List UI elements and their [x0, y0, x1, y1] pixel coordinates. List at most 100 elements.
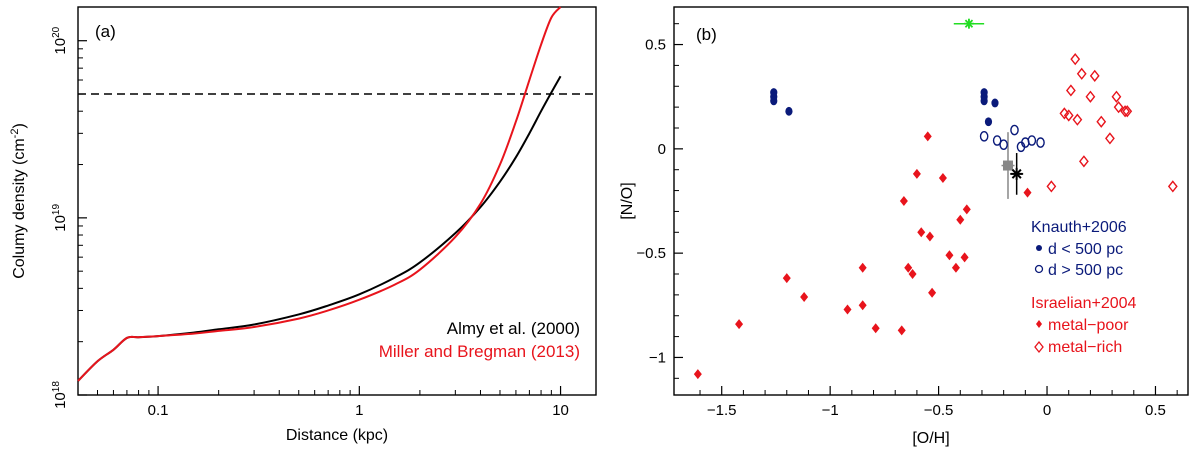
point-metal-rich [1070, 53, 1081, 66]
gray-square-marker [1002, 160, 1013, 171]
x-tick-label: 10 [552, 402, 569, 419]
panel-b-x-axis-title: [O/H] [912, 430, 949, 447]
point-metal-rich [1111, 90, 1122, 103]
point-metal-poor [782, 273, 791, 284]
legend-marker-filled-diamond [1036, 320, 1042, 328]
gray-square-point [1001, 132, 1015, 199]
panel-b-data-points [693, 53, 1178, 380]
point-metal-rich [1122, 105, 1133, 118]
panel-b-axes: −1.5 −1 −0.5 0 0.5 −1 −0.5 0 0.5 [636, 23, 1178, 419]
x-tick-label: 0.5 [1145, 402, 1166, 419]
point-metal-rich [1076, 67, 1087, 80]
panel-a-x-axis-title: Distance (kpc) [286, 427, 388, 444]
point-d-500-pc [1010, 124, 1019, 136]
y-tick-label: −0.5 [636, 245, 666, 262]
point-metal-poor [899, 196, 908, 206]
point-d-500-pc [984, 117, 993, 127]
point-metal-rich [1096, 115, 1107, 128]
y-tick-exponent: 18 [51, 381, 62, 393]
y-tick-label: 1018 [51, 381, 69, 409]
point-metal-poor [858, 300, 867, 311]
point-metal-poor [693, 369, 702, 380]
panel-b-no-vs-oh-scatter: (b) −1.5 −1 −0.5 0 0.5 −1 −0.5 0 0.5 Knauth+2006… [619, 6, 1189, 447]
point-metal-poor [960, 252, 969, 263]
point-metal-poor [897, 325, 906, 336]
black-star-point [1010, 153, 1024, 195]
y-tick-base: 10 [52, 38, 69, 55]
point-metal-rich [1105, 132, 1115, 145]
green-cross-ray [964, 19, 974, 28]
y-title-sup: -2 [9, 129, 21, 139]
y-tick-label: 0 [658, 141, 666, 158]
legend-title-knauth: Knauth+2006 [1031, 219, 1127, 236]
point-d-500-pc [1036, 137, 1045, 148]
panel-b-frame [673, 6, 1189, 396]
x-tick-label: −0.5 [924, 402, 954, 419]
point-d-500-pc [979, 131, 989, 142]
y-tick-label: 1020 [51, 26, 69, 54]
series-miller-bregman-2013-line [77, 6, 562, 382]
panel-b-legend: Knauth+2006 d < 500 pc d > 500 pc Israel… [1031, 219, 1137, 356]
panel-b-special-points [953, 18, 1024, 199]
legend-entry-d-lt-500: d < 500 pc [1048, 241, 1123, 258]
black-star-ray [1011, 168, 1022, 179]
point-metal-poor [923, 131, 932, 142]
point-d-500-pc [770, 96, 778, 106]
panel-b-y-axis-title: [N/O] [619, 182, 636, 219]
point-metal-rich [1072, 113, 1083, 126]
point-metal-rich [1167, 180, 1178, 193]
point-metal-poor [800, 291, 809, 302]
point-metal-rich [1085, 90, 1096, 103]
x-tick-label: 0 [1043, 402, 1051, 419]
point-d-500-pc [991, 98, 999, 108]
point-metal-rich [1079, 155, 1089, 168]
point-metal-poor [858, 262, 867, 273]
legend-title-israelian: Israelian+2004 [1031, 295, 1137, 312]
x-tick-label: −1 [822, 402, 839, 419]
point-metal-poor [962, 204, 971, 215]
point-metal-poor [945, 250, 954, 261]
y-tick-label: 0.5 [645, 37, 666, 54]
panel-a-plot-area [77, 6, 596, 382]
point-metal-poor [956, 214, 965, 225]
point-metal-poor [938, 173, 947, 184]
legend-entry-metal-poor: metal−poor [1048, 317, 1129, 334]
y-title-main: Columy density (cm [11, 138, 28, 278]
point-metal-rich [1063, 109, 1074, 122]
point-metal-poor [908, 269, 917, 280]
x-tick-label: 1 [355, 402, 363, 419]
point-metal-rich [1089, 69, 1100, 82]
green-cross-point [953, 18, 985, 29]
point-d-500-pc [1016, 141, 1026, 153]
legend-entry-d-gt-500: d > 500 pc [1048, 262, 1123, 279]
y-tick-exponent: 20 [51, 26, 62, 38]
panel-a-label: (a) [95, 22, 116, 41]
x-tick-label: −1.5 [707, 402, 737, 419]
point-metal-rich [1065, 84, 1076, 97]
panel-a-legend-miller: Miller and Bregman (2013) [379, 342, 580, 361]
point-metal-poor [925, 231, 934, 242]
y-tick-label: 1019 [51, 204, 69, 232]
legend-entry-metal-rich: metal−rich [1048, 339, 1122, 356]
point-metal-poor [735, 319, 744, 330]
legend-marker-open-circle [1034, 264, 1044, 274]
point-metal-poor [871, 323, 880, 334]
point-metal-poor [928, 287, 937, 298]
point-d-500-pc [1027, 135, 1037, 146]
x-tick-label: 0.1 [148, 402, 169, 419]
panel-b-label: (b) [696, 25, 717, 44]
point-d-500-pc [980, 96, 988, 106]
point-metal-rich [1046, 180, 1057, 193]
point-d-500-pc [999, 139, 1008, 150]
point-metal-rich [1120, 105, 1131, 118]
y-tick-base: 10 [52, 215, 69, 232]
point-metal-poor [917, 227, 926, 238]
y-title-close: ) [11, 123, 28, 128]
y-tick-label: −1 [649, 349, 666, 366]
point-metal-poor [904, 262, 913, 273]
point-d-500-pc [785, 106, 793, 116]
point-metal-poor [1023, 187, 1032, 198]
y-tick-base: 10 [52, 392, 69, 409]
